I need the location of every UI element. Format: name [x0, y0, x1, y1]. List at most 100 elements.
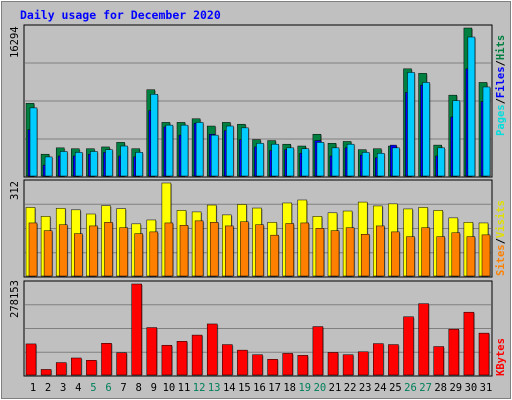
sites-bar — [451, 232, 461, 277]
sites-bar — [466, 236, 476, 277]
sites-bar — [194, 220, 204, 277]
day-label: 1 — [30, 382, 36, 394]
day-label: 10 — [163, 382, 176, 394]
kbytes-bar — [55, 362, 67, 376]
day-label: 20 — [314, 382, 327, 394]
kbytes-bar — [71, 357, 82, 376]
day-label: 6 — [105, 382, 111, 394]
sites-bar — [406, 236, 415, 277]
pages-bar — [482, 86, 491, 177]
sites-bar — [255, 224, 264, 277]
sites-bar — [315, 228, 325, 277]
pages-bar — [452, 100, 461, 177]
day-label: 26 — [404, 382, 417, 394]
kbytes-bar — [478, 332, 490, 376]
pages-bar — [195, 122, 204, 177]
pages-bar — [422, 82, 430, 177]
kbytes-bar — [327, 352, 339, 376]
kbytes-bar — [373, 343, 384, 376]
kbytes-bar — [388, 344, 399, 376]
sites-bar — [209, 222, 219, 277]
pages-bar — [331, 147, 340, 177]
sites-bar — [240, 221, 249, 277]
pages-bar — [44, 156, 53, 177]
sites-bar — [270, 234, 279, 277]
day-label: 28 — [434, 382, 447, 394]
sites-bar — [360, 234, 370, 277]
kbytes-bar — [297, 355, 309, 376]
pages-bar — [135, 152, 143, 177]
legend-pages: Pages — [495, 104, 507, 136]
day-label: 22 — [344, 382, 357, 394]
legend-separator: / — [495, 238, 507, 244]
day-label: 24 — [374, 382, 387, 394]
chart-title: Daily usage for December 2020 — [20, 8, 221, 22]
pages-bar — [29, 107, 38, 177]
visits-axis-max-label: 312 — [9, 181, 21, 200]
day-label: 11 — [178, 382, 191, 394]
sites-bar — [149, 231, 159, 277]
pages-bar — [467, 36, 476, 177]
kbytes-bar — [206, 323, 218, 376]
day-labels: 1 2 3 4 5 6 7 8 9 10 11 12 13 14 15 16 17 18 19 20 21 22 23 24 2… — [30, 382, 492, 394]
day-label: 17 — [268, 382, 281, 394]
kbytes-bar — [282, 353, 293, 376]
day-label: 16 — [253, 382, 266, 394]
kbytes-bar — [131, 283, 142, 376]
kbytes-bar — [191, 334, 203, 376]
pages-bar — [180, 124, 189, 177]
pages-bar — [392, 147, 400, 177]
day-label: 3 — [60, 382, 66, 394]
kbytes-bar — [116, 352, 127, 376]
pages-bar — [120, 145, 128, 177]
legend-files: Files — [495, 66, 507, 98]
legend-kbytes: KBytes — [495, 338, 507, 376]
pages-bar — [150, 94, 159, 177]
hits-axis-max-label: 16294 — [9, 26, 21, 58]
sites-bar — [421, 227, 430, 277]
sites-bar — [28, 222, 38, 277]
day-label: 30 — [465, 382, 478, 394]
sites-bar — [330, 230, 340, 277]
sites-bar — [179, 225, 189, 277]
hits-files-pages-legend: Pages/Files/Hits — [495, 35, 507, 136]
day-label: 13 — [208, 382, 221, 394]
kbytes-bar — [161, 344, 173, 376]
legend-separator: / — [495, 98, 507, 104]
kbytes-bar — [146, 327, 158, 376]
bars — [25, 283, 490, 376]
kbytes-bar — [252, 354, 263, 376]
sites-bar — [58, 224, 68, 277]
kbytes-bar — [312, 326, 324, 376]
pages-bar — [75, 152, 83, 177]
pages-bar — [256, 143, 264, 177]
kbytes-bar — [25, 343, 37, 376]
day-label: 12 — [193, 382, 206, 394]
sites-bar — [119, 227, 128, 277]
pages-bar — [241, 127, 249, 177]
kbytes-bar — [267, 359, 278, 376]
bars — [25, 182, 491, 277]
visits-sites-legend: Sites/Visits — [495, 200, 507, 276]
legend-visits: Visits — [495, 200, 507, 238]
sites-bar — [285, 223, 294, 277]
kbytes-bar — [418, 303, 429, 376]
sites-bar — [74, 233, 83, 277]
pages-bar — [407, 72, 415, 177]
sites-bar — [391, 231, 400, 277]
day-label: 7 — [120, 382, 126, 394]
sites-bar — [225, 225, 234, 277]
pages-bar — [286, 147, 294, 177]
hits-files-pages-panel — [23, 24, 493, 178]
pages-bar — [59, 151, 68, 177]
sites-bar — [436, 236, 445, 277]
kbytes-bar — [357, 351, 369, 376]
legend-separator: / — [495, 60, 507, 66]
day-label: 27 — [419, 382, 432, 394]
day-label: 19 — [298, 382, 311, 394]
kbytes-bar — [463, 311, 475, 376]
kbytes-bar — [101, 343, 112, 376]
day-label: 5 — [90, 382, 96, 394]
